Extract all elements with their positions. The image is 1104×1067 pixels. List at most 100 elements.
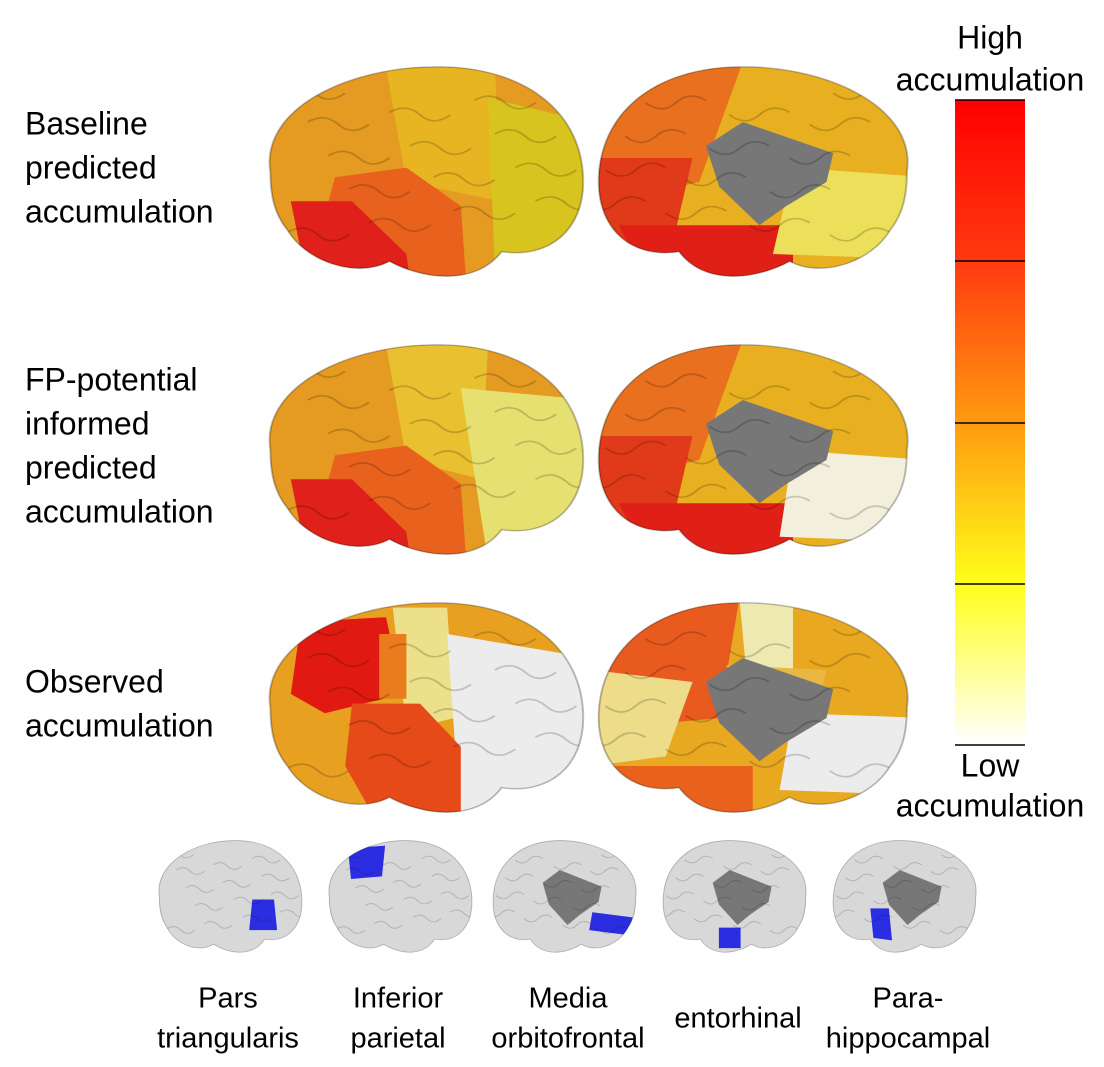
label-line: Para- <box>873 983 944 1015</box>
gyrus <box>409 676 472 692</box>
gyrus <box>598 732 647 747</box>
gyrus <box>473 631 537 646</box>
gyrus <box>373 921 403 929</box>
brain <box>597 602 909 813</box>
gyrus <box>432 708 496 723</box>
gyrus <box>939 926 969 934</box>
gyrus <box>684 172 747 187</box>
gyrus <box>336 926 366 934</box>
gyrus <box>644 373 707 388</box>
gyrus <box>279 909 302 918</box>
brain <box>268 66 585 277</box>
gyrus <box>307 394 370 410</box>
brain <box>268 344 585 555</box>
gyrus <box>599 926 629 934</box>
gyrus <box>166 926 196 934</box>
gyrus <box>748 753 811 769</box>
label-line: triangularis <box>157 1023 299 1055</box>
brain-region <box>379 634 407 699</box>
brain-region <box>290 617 403 714</box>
gyrus <box>409 140 472 156</box>
brain <box>832 840 977 953</box>
gyrus <box>902 921 932 929</box>
gyrus <box>863 914 893 923</box>
brain <box>597 344 909 555</box>
gyrus <box>835 891 865 900</box>
brain-region <box>290 479 414 555</box>
label-line: accumulation <box>25 493 214 529</box>
gyrus <box>624 406 687 422</box>
brain-surface <box>158 840 302 953</box>
label-line: hippocampal <box>826 1023 990 1055</box>
gyrus <box>911 903 941 911</box>
brain-base <box>328 840 472 953</box>
gyrus <box>760 867 789 875</box>
gyrus <box>598 196 647 211</box>
brain <box>268 602 585 813</box>
gyrus <box>534 196 584 211</box>
gyrus <box>930 867 959 875</box>
gyrus <box>368 753 432 769</box>
gyrus <box>732 921 762 929</box>
gyrus <box>473 95 537 110</box>
gyrus <box>543 880 573 888</box>
label-line: accumulation <box>25 193 214 229</box>
gyrus <box>693 914 723 923</box>
label-line: informed <box>25 405 150 441</box>
gyrus <box>327 686 391 701</box>
label-line: Inferior <box>353 983 444 1015</box>
label-line: Low <box>961 747 1021 783</box>
label-line: Pars <box>198 983 258 1015</box>
brain-region <box>705 658 834 762</box>
gyrus <box>251 855 281 864</box>
gyrus <box>432 172 496 187</box>
gyrus <box>493 909 516 918</box>
gyrus <box>768 462 831 477</box>
gyrus <box>883 880 913 888</box>
brain-surface <box>328 840 472 953</box>
gyrus <box>453 205 517 221</box>
brain-region <box>542 870 602 926</box>
gyrus <box>675 873 704 882</box>
gyrus <box>708 140 771 156</box>
gyrus <box>845 873 874 882</box>
brain-region <box>249 899 278 931</box>
brain <box>328 840 473 953</box>
gyrus <box>307 116 370 132</box>
gyrus <box>388 107 452 122</box>
gyrus <box>431 873 460 882</box>
gyrus <box>307 652 370 668</box>
gyrus <box>684 708 747 723</box>
brain-region <box>386 344 489 480</box>
brain-surface <box>598 602 908 813</box>
gyrus <box>327 150 391 165</box>
brain-region <box>589 912 633 936</box>
label-line: Media <box>529 983 609 1015</box>
brain-surface <box>269 344 584 555</box>
brain-base <box>158 840 302 953</box>
label-line: accumulation <box>896 787 1085 823</box>
label-line: FP-potential <box>25 361 198 397</box>
brain-outline <box>492 840 637 953</box>
gyrus <box>788 686 851 701</box>
gyrus <box>534 474 584 489</box>
gyrus <box>708 418 771 434</box>
gyrus <box>495 891 525 900</box>
gyrus <box>751 885 780 893</box>
brain-region <box>870 908 892 941</box>
gyrus <box>347 720 411 735</box>
brain-surface <box>598 344 908 555</box>
gyrus <box>598 474 647 489</box>
colorbar <box>955 99 1025 746</box>
brain-region <box>618 503 794 555</box>
gyrus <box>571 903 601 911</box>
gyrus <box>242 914 272 923</box>
brain-region <box>598 670 693 767</box>
gyrus <box>829 763 891 778</box>
gyrus <box>505 873 534 882</box>
gyrus <box>473 373 537 388</box>
gyrus <box>388 385 452 400</box>
brain-surface <box>493 840 637 953</box>
label-line: accumulation <box>25 707 214 743</box>
